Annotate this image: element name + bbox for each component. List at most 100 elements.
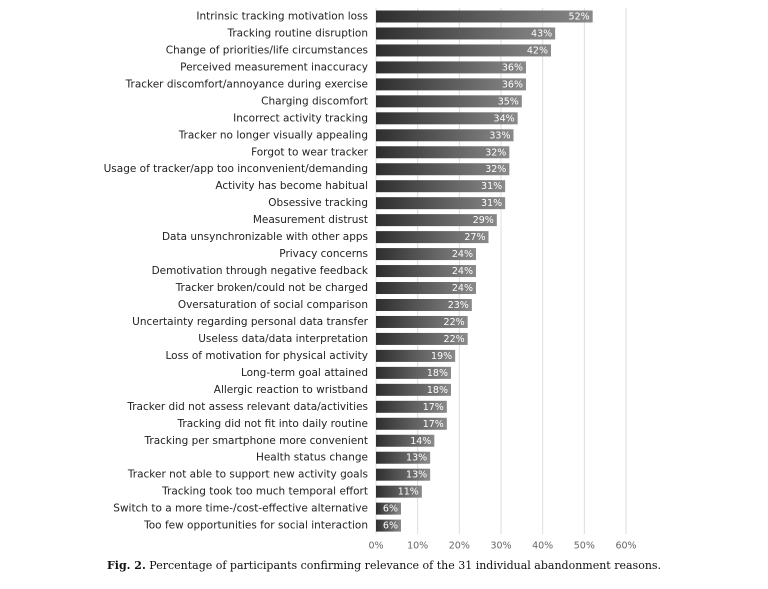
value-label: 13% xyxy=(406,453,427,464)
value-label: 31% xyxy=(481,198,502,209)
value-label: 24% xyxy=(452,283,473,294)
category-label: Long-term goal attained xyxy=(241,367,368,379)
bar xyxy=(376,519,401,532)
value-label: 22% xyxy=(444,317,465,328)
bar xyxy=(376,146,510,159)
bar xyxy=(376,163,510,176)
bar xyxy=(376,366,451,379)
bar xyxy=(376,10,593,23)
category-label: Tracker broken/could not be charged xyxy=(175,282,368,294)
bar xyxy=(376,78,526,91)
category-label: Tracker discomfort/annoyance during exer… xyxy=(125,78,368,90)
bar xyxy=(376,434,435,447)
value-label: 24% xyxy=(452,249,473,260)
value-label: 27% xyxy=(464,232,485,243)
value-label: 17% xyxy=(423,419,444,430)
value-label: 36% xyxy=(502,79,523,90)
category-label: Tracking routine disruption xyxy=(226,27,368,39)
category-label: Demotivation through negative feedback xyxy=(152,265,369,277)
value-label: 32% xyxy=(485,164,506,175)
category-label: Tracker no longer visually appealing xyxy=(178,129,368,141)
value-label: 31% xyxy=(481,181,502,192)
bar xyxy=(376,214,497,227)
bar xyxy=(376,180,506,193)
bar xyxy=(376,332,468,345)
value-label: 14% xyxy=(410,436,431,447)
value-label: 22% xyxy=(444,334,465,345)
category-label: Measurement distrust xyxy=(253,214,368,226)
category-label: Incorrect activity tracking xyxy=(233,112,368,124)
category-label: Data unsynchronizable with other apps xyxy=(162,231,368,243)
category-label: Perceived measurement inaccuracy xyxy=(180,61,368,73)
value-label: 13% xyxy=(406,470,427,481)
bar xyxy=(376,315,468,328)
value-label: 17% xyxy=(423,402,444,413)
bar xyxy=(376,468,431,481)
x-tick-label: 60% xyxy=(615,541,636,552)
category-label: Tracking per smartphone more convenient xyxy=(144,435,368,447)
bar xyxy=(376,61,526,74)
x-tick-label: 10% xyxy=(407,541,428,552)
value-label: 33% xyxy=(489,130,510,141)
category-label: Privacy concerns xyxy=(279,248,368,260)
category-label: Activity has become habitual xyxy=(215,180,368,192)
category-label: Usage of tracker/app too inconvenient/de… xyxy=(104,163,368,175)
bar xyxy=(376,265,476,278)
value-label: 18% xyxy=(427,385,448,396)
value-label: 42% xyxy=(527,45,548,56)
value-label: 6% xyxy=(383,521,398,532)
category-label: Forgot to wear tracker xyxy=(251,146,369,158)
bar xyxy=(376,298,472,311)
value-label: 18% xyxy=(427,368,448,379)
x-tick-label: 50% xyxy=(574,541,595,552)
category-label: Change of priorities/life circumstances xyxy=(166,44,368,56)
category-label: Health status change xyxy=(256,452,368,464)
bar xyxy=(376,44,551,57)
value-label: 29% xyxy=(473,215,494,226)
category-label: Tracker did not assess relevant data/act… xyxy=(126,401,368,413)
x-tick-label: 30% xyxy=(490,541,511,552)
category-label: Switch to a more time-/cost-effective al… xyxy=(113,503,368,515)
bar xyxy=(376,451,431,464)
category-label: Too few opportunities for social interac… xyxy=(143,520,368,532)
caption-text: Percentage of participants confirming re… xyxy=(149,559,661,572)
value-label: 36% xyxy=(502,62,523,73)
category-label: Tracking did not fit into daily routine xyxy=(177,418,369,430)
category-label: Allergic reaction to wristband xyxy=(214,384,368,396)
value-label: 24% xyxy=(452,266,473,277)
value-label: 32% xyxy=(485,147,506,158)
value-label: 23% xyxy=(448,300,469,311)
category-label: Intrinsic tracking motivation loss xyxy=(196,11,368,23)
bar xyxy=(376,400,447,413)
value-label: 43% xyxy=(531,28,552,39)
category-label: Uncertainty regarding personal data tran… xyxy=(132,316,369,328)
category-label: Loss of motivation for physical activity xyxy=(166,350,368,362)
value-label: 35% xyxy=(498,96,519,107)
value-label: 34% xyxy=(494,113,515,124)
bar xyxy=(376,282,476,295)
category-label: Charging discomfort xyxy=(261,95,368,107)
bar xyxy=(376,502,401,515)
bar xyxy=(376,112,518,125)
value-label: 52% xyxy=(569,12,590,23)
bar xyxy=(376,417,447,430)
bar xyxy=(376,383,451,396)
category-label: Obsessive tracking xyxy=(268,197,368,209)
value-label: 6% xyxy=(383,504,398,515)
bar xyxy=(376,197,506,210)
caption: Fig. 2. Percentage of participants confi… xyxy=(107,559,661,572)
x-tick-label: 0% xyxy=(368,541,383,552)
value-label: 19% xyxy=(431,351,452,362)
x-tick-label: 40% xyxy=(532,541,553,552)
category-label: Useless data/data interpretation xyxy=(198,333,368,345)
x-tick-label: 20% xyxy=(449,541,470,552)
bar xyxy=(376,485,422,498)
caption-label: Fig. 2. xyxy=(107,559,146,572)
bar xyxy=(376,248,476,261)
category-label: Tracking took too much temporal effort xyxy=(161,486,368,498)
bar xyxy=(376,129,514,142)
bar xyxy=(376,231,489,244)
bar xyxy=(376,27,556,40)
value-label: 11% xyxy=(398,487,419,498)
